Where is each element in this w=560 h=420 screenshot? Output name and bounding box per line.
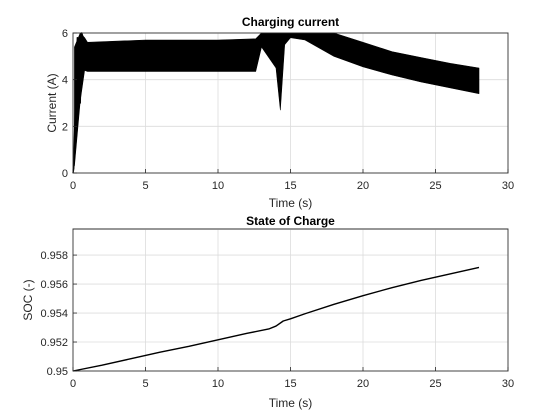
charging-current-xlabel: Time (s) — [269, 196, 313, 210]
charging-current-xtick-label: 15 — [284, 180, 296, 192]
charging-current-data — [72, 32, 480, 174]
state-of-charge-xtick-label: 5 — [142, 378, 148, 390]
charging-current-xtick-label: 5 — [142, 180, 148, 192]
state-of-charge-title: State of Charge — [246, 214, 335, 228]
state-of-charge-xtick-label: 10 — [212, 378, 224, 390]
state-of-charge-ylabel: SOC (-) — [21, 279, 35, 320]
state-of-charge-ticks: 0 5 10 15 20 25 30 0.95 0.952 0.954 0.956 0.958 — [40, 250, 514, 390]
charging-current-ytick-label: 0 — [62, 168, 68, 180]
state-of-charge-xtick-label: 25 — [429, 378, 441, 390]
state-of-charge-xtick-label: 20 — [357, 378, 369, 390]
charging-current-ylabel: Current (A) — [45, 73, 59, 132]
charging-current-oscillation-band — [74, 32, 480, 167]
charging-current-xtick-label: 10 — [212, 180, 224, 192]
state-of-charge-series-line — [72, 266, 480, 372]
charging-current-xtick-label: 25 — [429, 180, 441, 192]
state-of-charge-ytick-label: 0.954 — [40, 308, 68, 320]
charging-current-ticks: 0 5 10 15 20 25 30 0 2 4 6 — [62, 28, 514, 192]
state-of-charge-xtick-label: 15 — [284, 378, 296, 390]
state-of-charge-xtick-label: 0 — [70, 378, 76, 390]
charging-current-xtick-label: 20 — [357, 180, 369, 192]
charging-current-axes: 0 5 10 15 20 25 30 0 2 4 6 Charging current Time (… — [45, 15, 514, 210]
charging-current-ytick-label: 6 — [62, 28, 68, 40]
charging-current-xtick-label: 30 — [502, 180, 514, 192]
state-of-charge-ytick-label: 0.958 — [40, 250, 68, 262]
state-of-charge-xlabel: Time (s) — [269, 396, 313, 410]
charging-current-ytick-label: 4 — [62, 75, 68, 87]
state-of-charge-ytick-label: 0.95 — [47, 366, 68, 378]
charging-current-xtick-label: 0 — [70, 180, 76, 192]
state-of-charge-ytick-label: 0.956 — [40, 279, 68, 291]
charging-current-ytick-label: 2 — [62, 121, 68, 133]
state-of-charge-axes: 0 5 10 15 20 25 30 0.95 0.952 0.954 0.956 0.958 Sta… — [21, 214, 514, 410]
charging-current-title: Charging current — [242, 15, 339, 29]
state-of-charge-ytick-label: 0.952 — [40, 337, 68, 349]
state-of-charge-xtick-label: 30 — [502, 378, 514, 390]
state-of-charge-data — [72, 266, 480, 372]
charging-current-series-line — [72, 32, 92, 174]
